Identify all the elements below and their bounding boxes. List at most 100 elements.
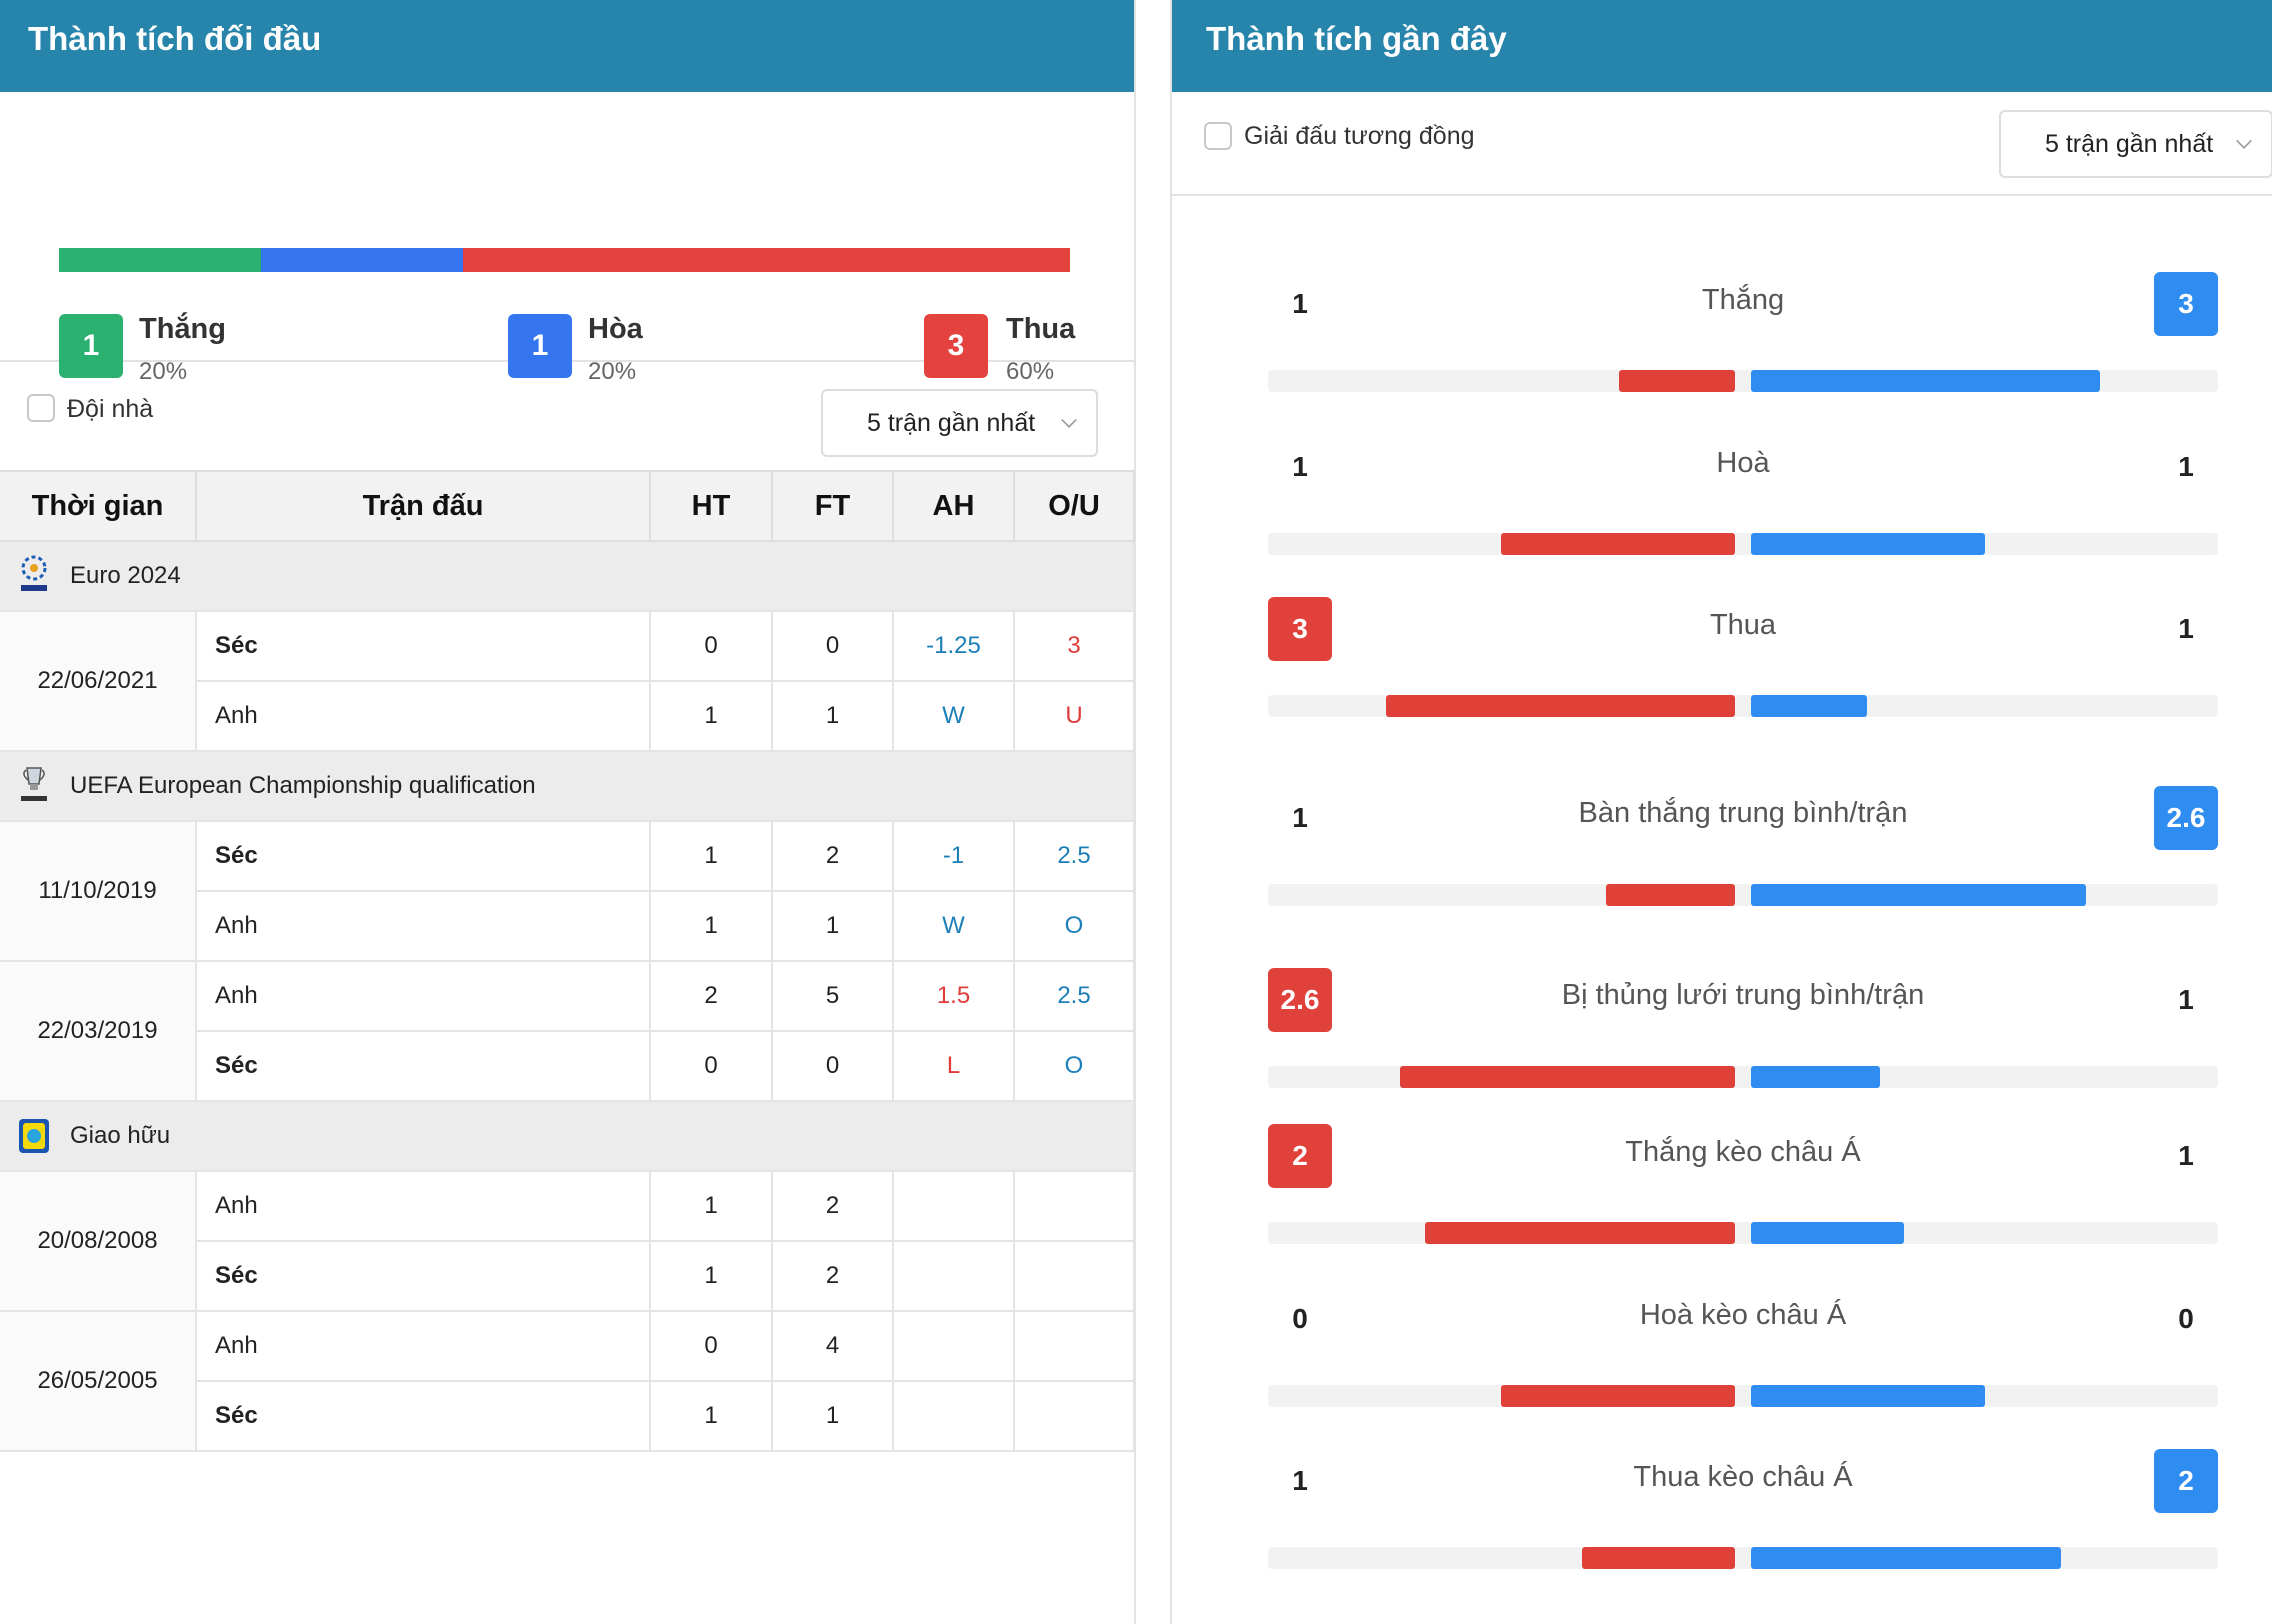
- over-under: [1014, 1310, 1135, 1382]
- competition-row: Euro 2024: [0, 540, 1135, 612]
- team-name: Séc: [196, 1380, 651, 1452]
- asian-handicap: L: [893, 1030, 1015, 1102]
- competition-name: UEFA European Championship qualification: [70, 772, 536, 799]
- half-time-score: 1: [650, 890, 773, 962]
- away-bar: [1751, 695, 1868, 717]
- half-time-score: 1: [650, 1170, 773, 1242]
- match-count-value: 5 trận gần nhất: [867, 408, 1036, 437]
- full-time-score: 0: [772, 610, 894, 682]
- table-row[interactable]: 26/05/2005 Anh 0 4: [0, 1310, 1135, 1452]
- match-count-select[interactable]: 5 trận gần nhất: [821, 389, 1098, 457]
- win-stat: 1 Thắng 20%: [59, 314, 226, 386]
- full-time-score: 1: [772, 1380, 894, 1452]
- asian-handicap: [893, 1380, 1015, 1452]
- uefa-euro-qualifiers-logo-icon: [14, 762, 54, 810]
- full-time-score: 4: [772, 1310, 894, 1382]
- away-bar: [1751, 1066, 1881, 1088]
- asian-handicap: -1.25: [893, 610, 1015, 682]
- draw-stat: 1 Hòa 20%: [508, 314, 643, 386]
- half-time-score: 1: [650, 680, 773, 752]
- stat-row: 0 Hoà kèo châu Á 0: [1268, 1299, 2218, 1435]
- asian-handicap: 1.5: [893, 960, 1015, 1032]
- stat-label: Hoà kèo châu Á: [1639, 1299, 1847, 1331]
- home-value: 1: [1292, 451, 1308, 482]
- recent-match-count-select[interactable]: 5 trận gần nhất: [1999, 110, 2272, 178]
- table-row[interactable]: 22/06/2021 Séc 0 0 -1.25 3: [0, 610, 1135, 752]
- stat-row: 1 Hoà 1: [1268, 447, 2218, 583]
- table-row[interactable]: 11/10/2019 Séc 1 2 -1 2.5: [0, 820, 1135, 962]
- recent-match-count-value: 5 trận gần nhất: [2045, 129, 2214, 158]
- away-value: 0: [2178, 1303, 2194, 1334]
- competition-name: Giao hữu: [70, 1122, 171, 1149]
- over-under: 2.5: [1014, 820, 1135, 892]
- half-time-score: 0: [650, 1310, 773, 1382]
- team-name: Anh: [196, 1310, 651, 1382]
- loss-segment: [463, 248, 1070, 272]
- home-team-checkbox[interactable]: [27, 394, 55, 422]
- head-to-head-title: Thành tích đối đầu: [0, 0, 1134, 92]
- draw-segment: [261, 248, 464, 272]
- stat-label: Thắng kèo châu Á: [1625, 1136, 1861, 1168]
- home-bar: [1618, 370, 1735, 392]
- table-row[interactable]: Anh 1 1 W U: [0, 680, 1135, 752]
- away-value: 1: [2178, 613, 2194, 644]
- home-value: 1: [1292, 288, 1308, 319]
- col-ah-header: AH: [893, 470, 1015, 542]
- away-value: 1: [2178, 1140, 2194, 1171]
- over-under: O: [1014, 890, 1135, 962]
- competition-name: Euro 2024: [70, 562, 181, 589]
- table-row[interactable]: 22/03/2019 Anh 2 5 1.5 2.5: [0, 960, 1135, 1102]
- loss-percent: 60%: [1006, 358, 1055, 385]
- stat-row: 2.6 Bị thủng lưới trung bình/trận 1: [1268, 968, 2218, 1090]
- table-row[interactable]: Séc 1 1: [0, 1380, 1135, 1452]
- home-bar: [1424, 1222, 1735, 1244]
- match-date: 11/10/2019: [0, 820, 197, 962]
- stat-label: Thua kèo châu Á: [1633, 1461, 1853, 1493]
- full-time-score: 1: [772, 890, 894, 962]
- home-team-label: Đội nhà: [67, 395, 154, 423]
- table-row[interactable]: Anh 1 1 W O: [0, 890, 1135, 962]
- over-under: O: [1014, 1030, 1135, 1102]
- home-bar: [1581, 1547, 1735, 1569]
- team-name: Séc: [196, 1240, 651, 1312]
- team-name: Anh: [196, 890, 651, 962]
- half-time-score: 1: [650, 1380, 773, 1452]
- competition-row: UEFA European Championship qualification: [0, 750, 1135, 822]
- stat-label: Thua: [1709, 609, 1777, 641]
- away-value: 1: [2178, 984, 2194, 1015]
- table-header-row: Thời gian Trận đấu HT FT AH O/U: [0, 470, 1135, 542]
- col-ht-header: HT: [650, 470, 773, 542]
- asian-handicap: [893, 1310, 1015, 1382]
- away-bar: [1751, 1222, 1905, 1244]
- table-row[interactable]: Séc 0 0 L O: [0, 1030, 1135, 1102]
- full-time-score: 0: [772, 1030, 894, 1102]
- full-time-score: 5: [772, 960, 894, 1032]
- win-label: Thắng: [139, 313, 226, 345]
- over-under: 3: [1014, 610, 1135, 682]
- table-row[interactable]: Séc 1 2: [0, 1240, 1135, 1312]
- win-count-badge: 1: [59, 314, 123, 378]
- recent-form-title: Thành tích gần đây: [1172, 0, 2272, 92]
- half-time-score: 1: [650, 1240, 773, 1312]
- head-to-head-filter: Đội nhà 5 trận gần nhất: [0, 362, 1134, 470]
- asian-handicap: W: [893, 680, 1015, 752]
- asian-handicap: [893, 1170, 1015, 1242]
- competition-row: Giao hữu: [0, 1100, 1135, 1172]
- win-percent: 20%: [139, 358, 188, 385]
- over-under: [1014, 1380, 1135, 1452]
- stat-row: 1 Thua kèo châu Á 2: [1268, 1449, 2218, 1597]
- table-row[interactable]: 20/08/2008 Anh 1 2: [0, 1170, 1135, 1312]
- euro-2024-logo-icon: [14, 552, 54, 600]
- away-value: 2.6: [2154, 786, 2218, 850]
- chevron-down-icon: [2236, 133, 2252, 149]
- team-name: Séc: [196, 820, 651, 892]
- home-bar: [1501, 533, 1735, 555]
- stat-bar-track: [1268, 1222, 2218, 1244]
- half-time-score: 2: [650, 960, 773, 1032]
- stat-bar-track: [1268, 1547, 2218, 1569]
- similar-league-checkbox[interactable]: [1204, 122, 1232, 150]
- stat-row: 1 Bàn thắng trung bình/trận 2.6: [1268, 786, 2218, 908]
- stat-bar-track: [1268, 695, 2218, 717]
- recent-form-panel: Thành tích gần đây Giải đấu tương đồng 5…: [1170, 0, 2272, 1624]
- win-segment: [59, 248, 262, 272]
